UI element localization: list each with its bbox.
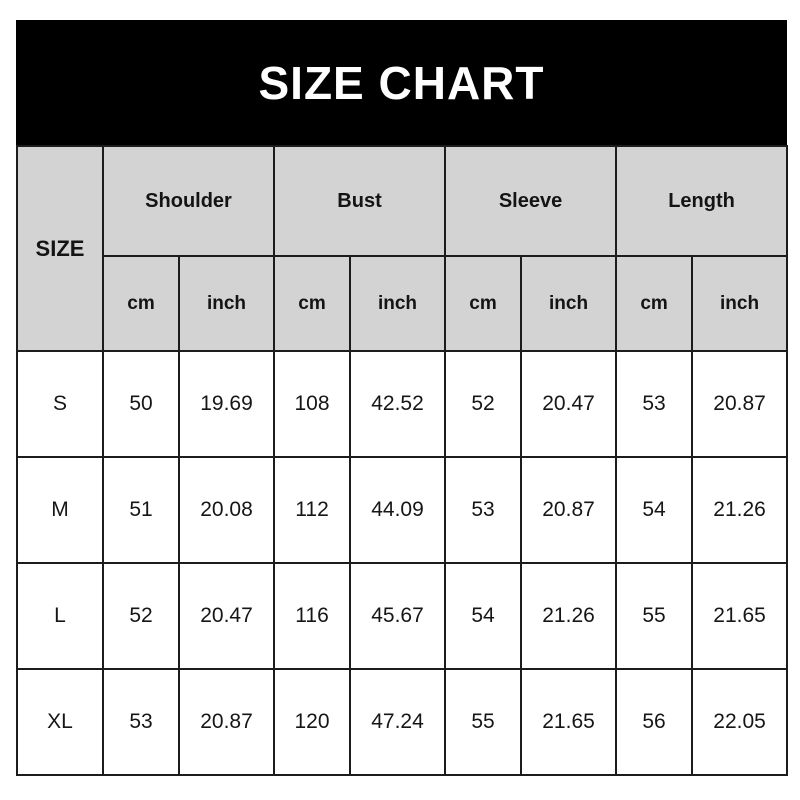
size-label: S xyxy=(16,350,104,458)
cell-value: 44.09 xyxy=(349,456,447,564)
cell-value: 22.05 xyxy=(691,668,789,776)
cell-value: 54 xyxy=(444,562,523,670)
group-header-bust: Bust xyxy=(273,145,447,257)
cell-value: 53 xyxy=(444,456,523,564)
cell-value: 56 xyxy=(615,668,694,776)
size-column-header: SIZE xyxy=(16,145,104,352)
table-row-m: M 51 20.08 112 44.09 53 20.87 54 21.26 xyxy=(16,456,789,564)
cell-value: 55 xyxy=(444,668,523,776)
header-unit-row: cm inch cm inch cm inch cm inch xyxy=(17,255,789,352)
group-header-length: Length xyxy=(615,145,789,257)
unit-header-bust-inch: inch xyxy=(349,255,447,352)
cell-value: 20.87 xyxy=(520,456,618,564)
size-label: XL xyxy=(16,668,104,776)
cell-value: 116 xyxy=(273,562,352,670)
cell-value: 53 xyxy=(102,668,180,776)
cell-value: 20.47 xyxy=(520,350,618,458)
cell-value: 20.87 xyxy=(177,668,276,776)
cell-value: 20.08 xyxy=(177,456,276,564)
page-title: SIZE CHART xyxy=(258,56,545,109)
header-group-row: SIZE Shoulder Bust Sleeve Length xyxy=(16,145,789,352)
unit-header-shoulder-cm: cm xyxy=(102,255,180,352)
cell-value: 47.24 xyxy=(349,668,447,776)
table-row-xl: XL 53 20.87 120 47.24 55 21.65 56 22.05 xyxy=(16,668,789,776)
cell-value: 20.47 xyxy=(177,562,276,670)
unit-header-sleeve-inch: inch xyxy=(520,255,618,352)
unit-header-bust-cm: cm xyxy=(273,255,352,352)
cell-value: 21.65 xyxy=(691,562,789,670)
cell-value: 108 xyxy=(273,350,352,458)
cell-value: 50 xyxy=(102,350,180,458)
cell-value: 112 xyxy=(273,456,352,564)
cell-value: 19.69 xyxy=(177,350,276,458)
unit-header-shoulder-inch: inch xyxy=(177,255,276,352)
cell-value: 42.52 xyxy=(349,350,447,458)
title-banner: SIZE CHART xyxy=(16,20,787,145)
cell-value: 52 xyxy=(444,350,523,458)
size-label: M xyxy=(16,456,104,564)
cell-value: 21.26 xyxy=(691,456,789,564)
cell-value: 120 xyxy=(273,668,352,776)
cell-value: 52 xyxy=(102,562,180,670)
cell-value: 20.87 xyxy=(691,350,789,458)
unit-header-length-inch: inch xyxy=(691,255,789,352)
size-chart-table: SIZE Shoulder Bust Sleeve Length cm inch… xyxy=(16,145,789,776)
table-row-s: S 50 19.69 108 42.52 52 20.47 53 20.87 xyxy=(16,350,789,458)
table-row-l: L 52 20.47 116 45.67 54 21.26 55 21.65 xyxy=(16,562,789,670)
cell-value: 51 xyxy=(102,456,180,564)
cell-value: 53 xyxy=(615,350,694,458)
unit-header-sleeve-cm: cm xyxy=(444,255,523,352)
cell-value: 54 xyxy=(615,456,694,564)
group-header-shoulder: Shoulder xyxy=(101,145,276,257)
cell-value: 21.26 xyxy=(520,562,618,670)
cell-value: 45.67 xyxy=(349,562,447,670)
cell-value: 55 xyxy=(615,562,694,670)
unit-header-length-cm: cm xyxy=(615,255,694,352)
cell-value: 21.65 xyxy=(520,668,618,776)
size-label: L xyxy=(16,562,104,670)
group-header-sleeve: Sleeve xyxy=(444,145,618,257)
